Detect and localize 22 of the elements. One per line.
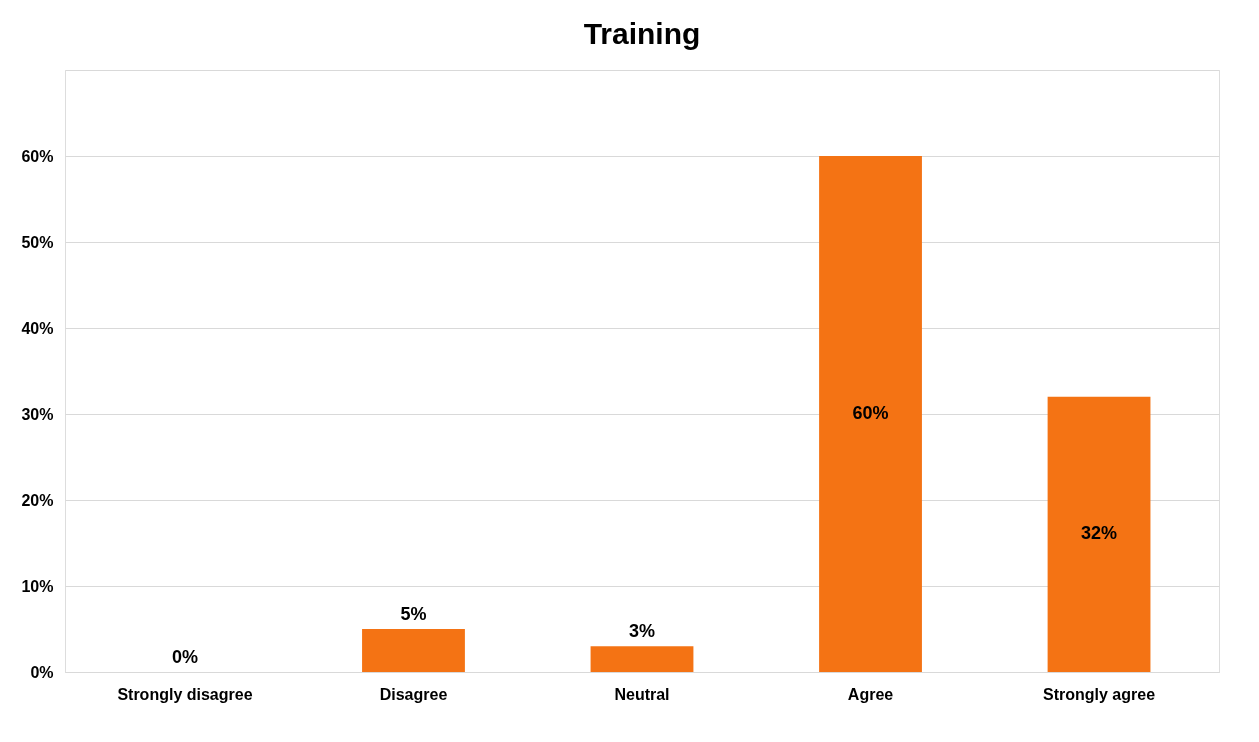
x-tick-label: Strongly disagree <box>117 685 253 703</box>
x-tick-label: Disagree <box>379 685 448 703</box>
bar <box>590 646 694 672</box>
x-tick-label: Agree <box>847 685 894 703</box>
data-label: 60% <box>852 403 889 423</box>
y-tick-label: 30% <box>21 405 54 423</box>
y-tick-label: 10% <box>21 577 54 595</box>
chart-title: Training <box>583 17 701 50</box>
y-tick-label: 0% <box>30 663 54 681</box>
y-tick-label: 20% <box>21 491 54 509</box>
bar <box>1047 396 1151 672</box>
data-label: 5% <box>400 604 427 625</box>
bar <box>819 156 922 672</box>
data-label: 32% <box>1081 523 1118 544</box>
bar <box>362 629 465 672</box>
data-label: 0% <box>171 647 198 668</box>
x-tick-label: Neutral <box>614 685 670 703</box>
x-tick-label: Strongly agree <box>1043 685 1156 703</box>
y-tick-label: 50% <box>21 233 54 251</box>
y-tick-label: 60% <box>21 147 54 165</box>
data-label: 3% <box>628 621 656 642</box>
y-tick-label: 40% <box>21 319 54 337</box>
